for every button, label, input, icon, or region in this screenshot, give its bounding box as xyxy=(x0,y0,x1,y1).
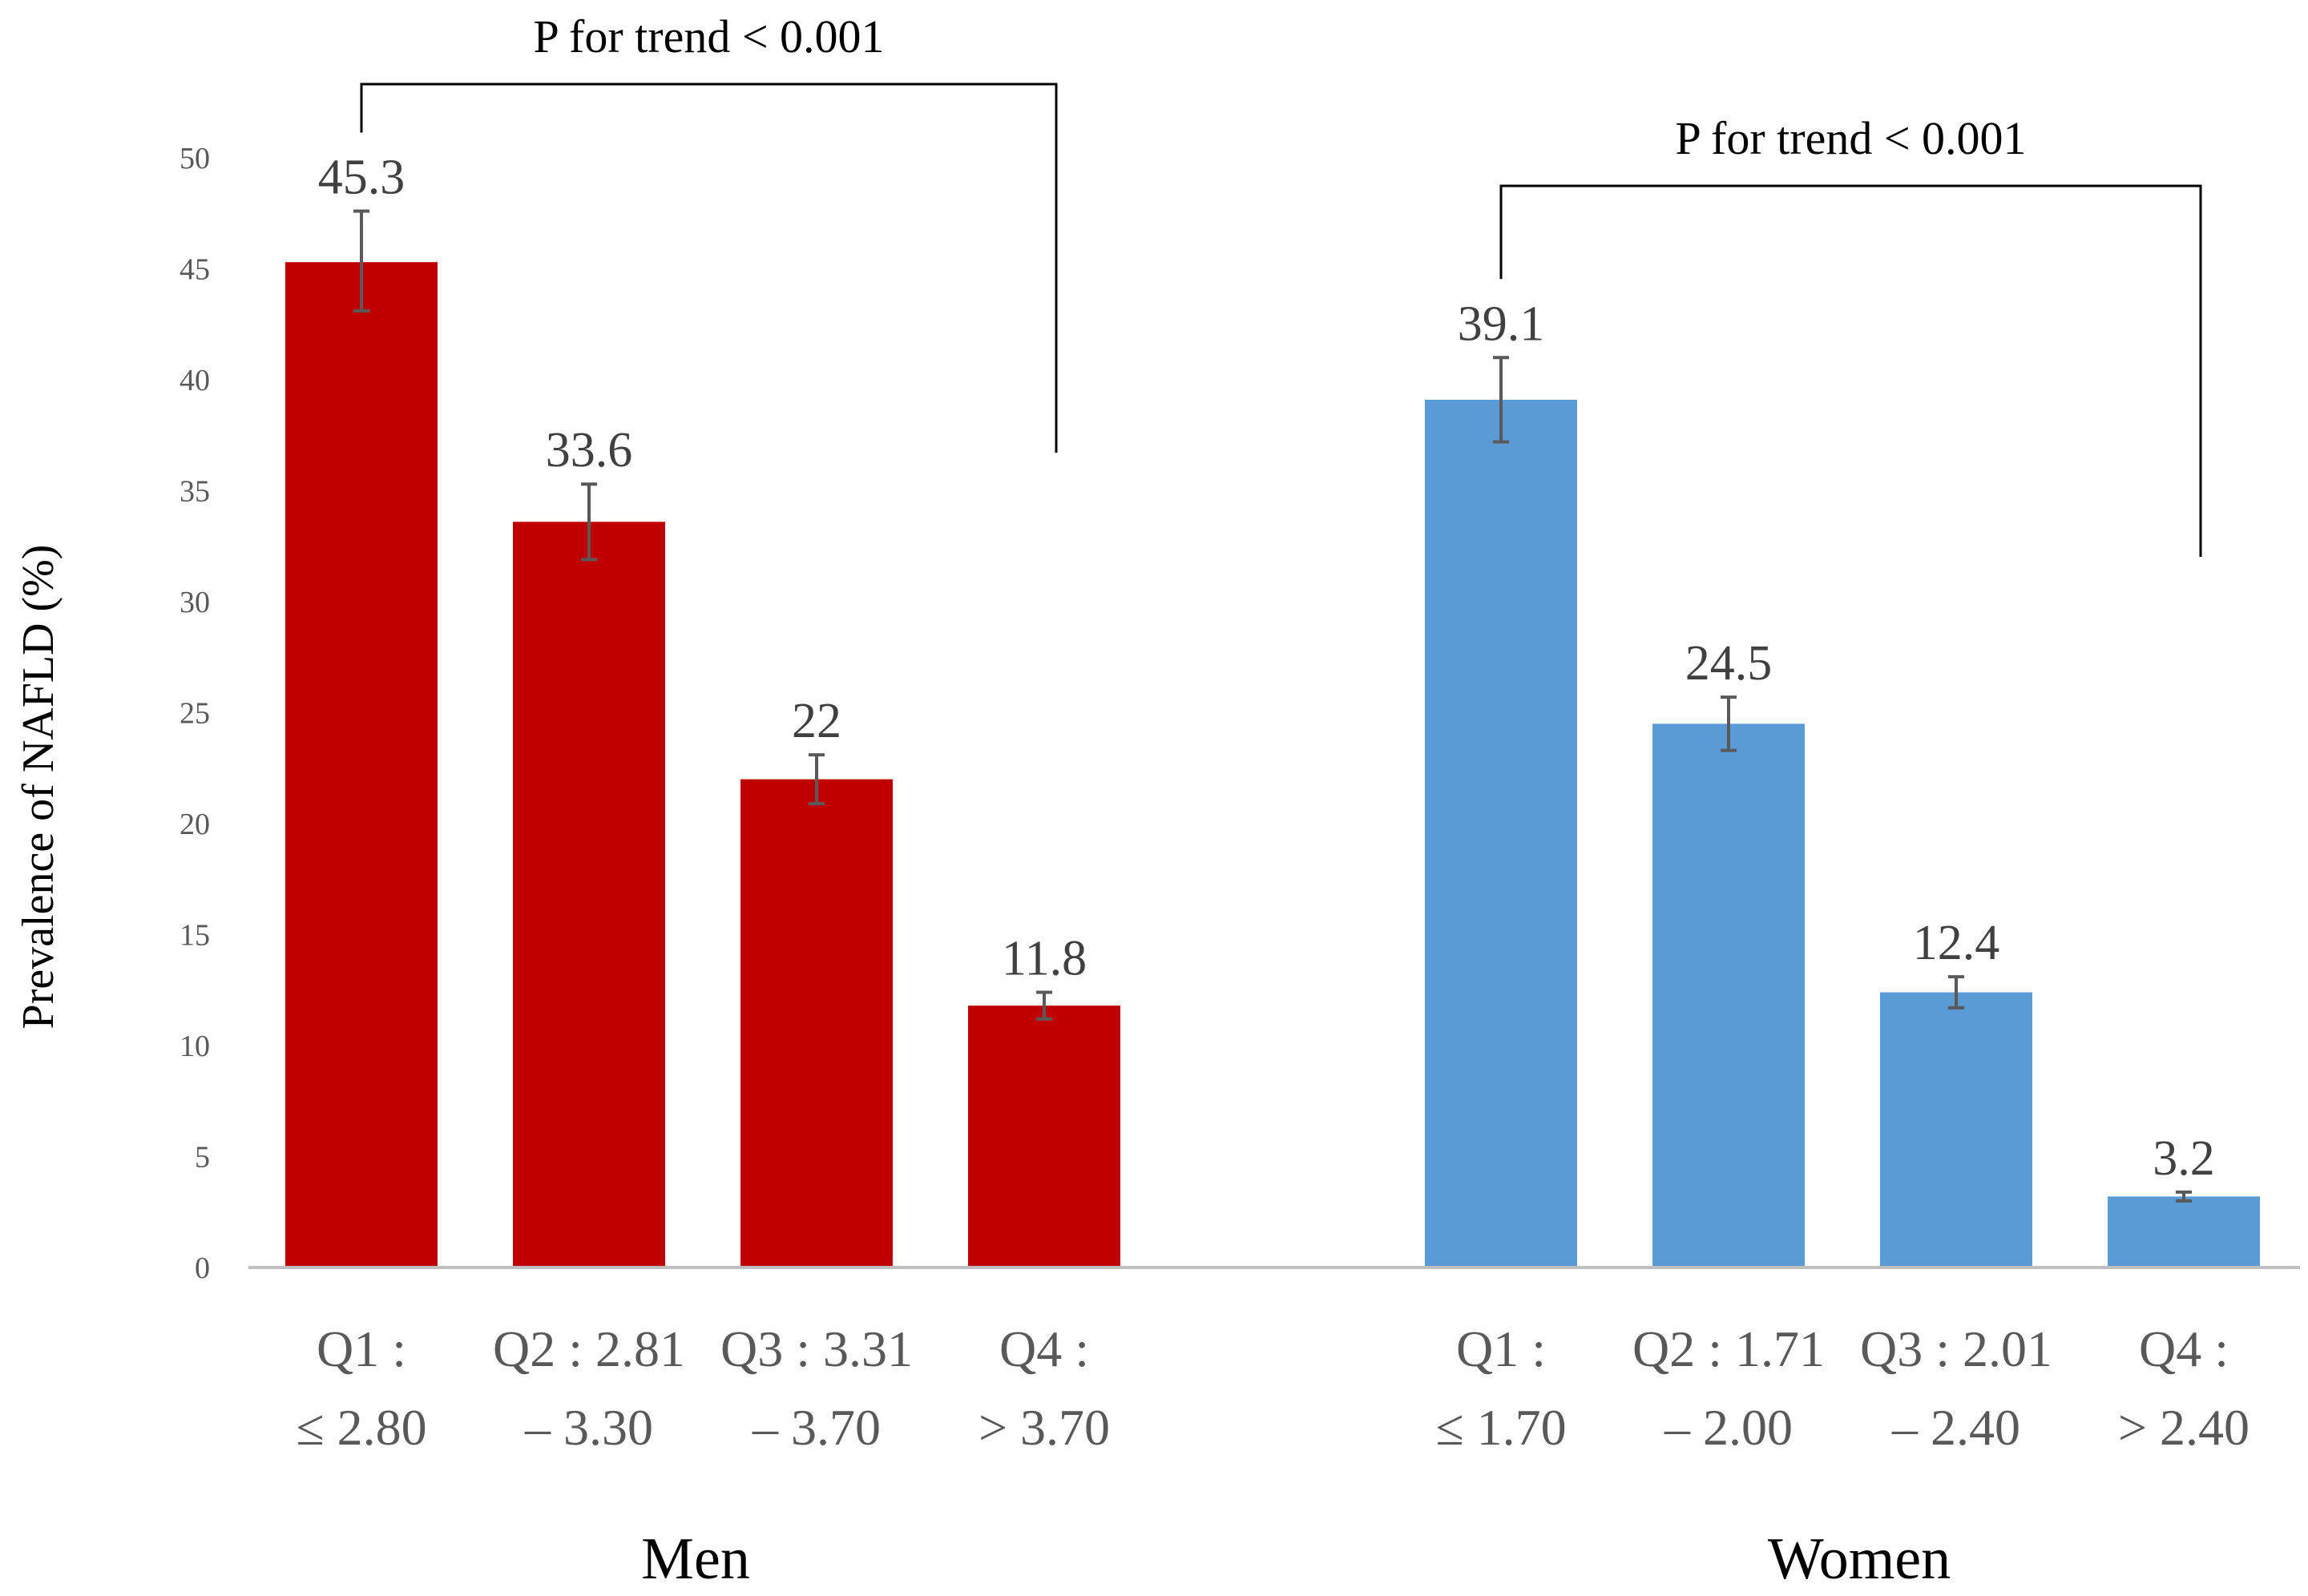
women-error-bar-q3 xyxy=(1948,975,1964,1010)
men-value-label-q1: 45.3 xyxy=(318,150,406,204)
y-tick-label-30: 30 xyxy=(180,586,210,619)
women-error-bar-q4 xyxy=(2176,1190,2192,1203)
y-tick-label-5: 5 xyxy=(195,1141,210,1175)
women-error-bar-q2 xyxy=(1721,695,1737,752)
men-category-label-q4: Q4 : > 3.70 xyxy=(978,1320,1110,1456)
y-tick-label-35: 35 xyxy=(180,475,210,509)
category-labels: Q1 : ≤ 2.80 Q2 : 2.81– 3.30 Q3 : 3.31– 3.70… xyxy=(296,1320,2249,1456)
y-axis: 0 5 10 15 20 25 30 35 40 45 50 xyxy=(180,142,210,1285)
men-error-bar-q4 xyxy=(1036,990,1052,1021)
women-error-bar-q1 xyxy=(1493,356,1509,444)
women-value-label-q3: 12.4 xyxy=(1913,916,2000,970)
men-bar-q3 xyxy=(740,779,893,1268)
y-tick-label-40: 40 xyxy=(180,364,210,397)
women-category-label-q3: Q3 : 2.01– 2.40 xyxy=(1860,1320,2052,1456)
men-error-bar-q3 xyxy=(809,753,825,806)
women-category-label-q2: Q2 : 1.71– 2.00 xyxy=(1632,1320,1825,1456)
women-bar-q3 xyxy=(1880,992,2032,1268)
women-trend-label: P for trend < 0.001 xyxy=(1675,112,2026,164)
men-category-label-q3: Q3 : 3.31– 3.70 xyxy=(720,1320,913,1456)
women-category-label-q4: Q4 : > 2.40 xyxy=(2118,1320,2249,1456)
men-bar-q4 xyxy=(968,1006,1120,1268)
women-group-label: Women xyxy=(1768,1526,1951,1592)
men-error-bar-q1 xyxy=(353,209,369,313)
value-labels: 45.3 33.6 22 11.8 39.1 24.5 12.4 3.2 xyxy=(318,150,2215,1185)
men-group-label: Men xyxy=(641,1526,750,1592)
y-tick-label-10: 10 xyxy=(180,1030,210,1063)
y-tick-label-25: 25 xyxy=(180,697,210,731)
men-value-label-q3: 22 xyxy=(792,694,841,748)
men-bar-q1 xyxy=(285,262,438,1268)
women-value-label-q4: 3.2 xyxy=(2153,1131,2215,1186)
women-value-label-q1: 39.1 xyxy=(1458,296,1545,351)
error-bars xyxy=(353,209,2192,1203)
bars xyxy=(285,262,2260,1268)
y-axis-label: Prevalence of NAFLD (%) xyxy=(14,545,63,1030)
women-trend-bracket: P for trend < 0.001 xyxy=(1499,112,2202,557)
y-tick-label-45: 45 xyxy=(180,253,210,287)
y-tick-label-50: 50 xyxy=(180,142,210,175)
women-value-label-q2: 24.5 xyxy=(1685,636,1773,691)
men-error-bar-q2 xyxy=(581,482,597,562)
men-value-label-q2: 33.6 xyxy=(546,423,633,478)
women-bar-q1 xyxy=(1425,399,1577,1268)
trend-brackets: P for trend < 0.001 P for trend < 0.001 xyxy=(360,10,2202,557)
group-labels: Men Women xyxy=(641,1526,1951,1592)
men-trend-bracket: P for trend < 0.001 xyxy=(360,10,1058,453)
men-value-label-q4: 11.8 xyxy=(1002,932,1087,986)
y-tick-label-0: 0 xyxy=(195,1251,210,1285)
y-tick-label-20: 20 xyxy=(180,808,210,841)
y-tick-label-15: 15 xyxy=(180,919,210,953)
men-trend-label: P for trend < 0.001 xyxy=(533,10,884,62)
women-bar-q4 xyxy=(2108,1196,2260,1268)
women-bar-q2 xyxy=(1652,723,1805,1268)
men-category-label-q1: Q1 : ≤ 2.80 xyxy=(296,1320,426,1456)
men-bar-q2 xyxy=(513,522,665,1268)
men-category-label-q2: Q2 : 2.81– 3.30 xyxy=(493,1320,685,1456)
women-category-label-q1: Q1 : ≤ 1.70 xyxy=(1435,1320,1566,1456)
